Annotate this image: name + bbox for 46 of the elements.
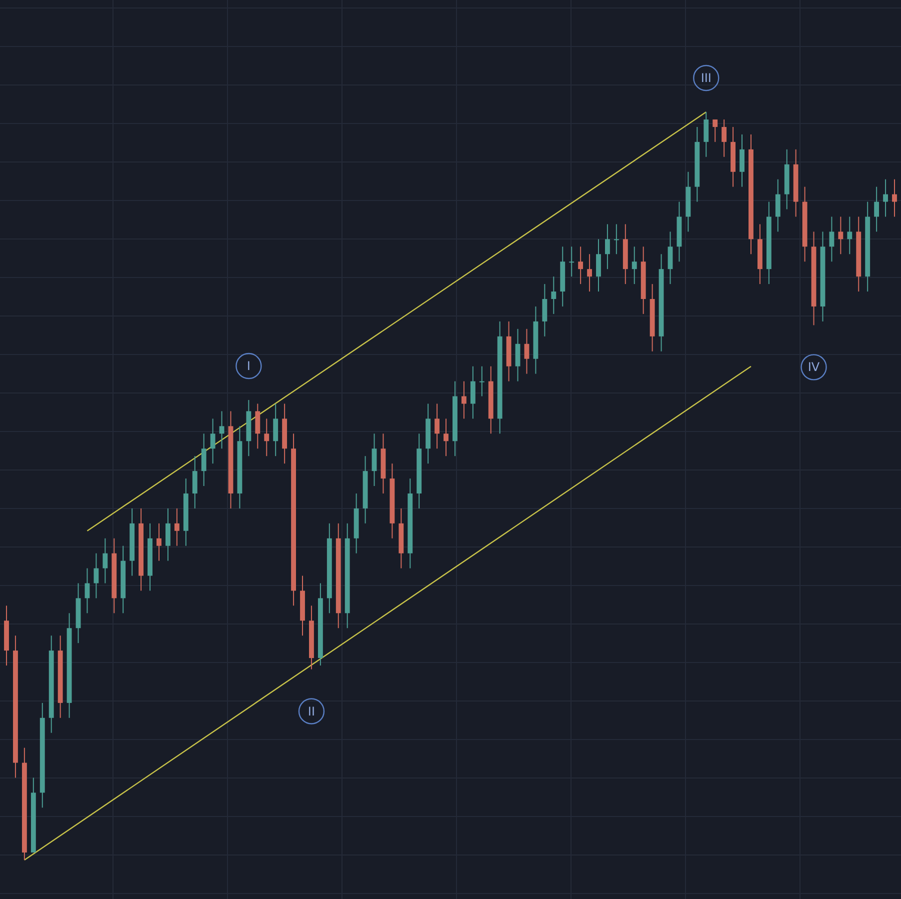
candlestick xyxy=(219,410,224,450)
candlestick xyxy=(273,403,278,457)
candlestick xyxy=(668,231,673,285)
candlestick xyxy=(479,366,484,397)
candlestick xyxy=(551,276,556,314)
candlestick xyxy=(829,216,834,262)
candlestick xyxy=(596,238,601,292)
candlestick xyxy=(605,224,610,270)
candlestick xyxy=(84,568,90,614)
candlestick xyxy=(210,418,216,464)
annotation: IV xyxy=(808,360,820,374)
candlestick xyxy=(704,112,709,158)
candlestick xyxy=(434,403,440,450)
candlestick xyxy=(174,508,180,546)
annotation: II xyxy=(308,704,316,718)
candlestick xyxy=(165,508,170,562)
candlestick xyxy=(515,328,520,382)
candlestick xyxy=(201,433,206,486)
candlestick xyxy=(892,178,897,218)
candlestick xyxy=(712,118,718,142)
candlestick xyxy=(722,118,727,158)
candlestick xyxy=(775,178,780,232)
candlestick xyxy=(444,418,448,457)
candlestick xyxy=(372,433,377,486)
candlestick xyxy=(156,522,162,562)
candlestick xyxy=(614,224,619,255)
candlestick xyxy=(192,456,198,509)
candlestick xyxy=(587,254,592,292)
annotation: III xyxy=(700,71,712,85)
candlestick xyxy=(470,366,476,420)
candlestick xyxy=(632,246,637,285)
candlestick xyxy=(740,134,744,188)
candlestick xyxy=(264,418,270,457)
candlestick xyxy=(461,380,466,420)
candlestick xyxy=(874,186,880,232)
candlestick xyxy=(847,216,852,255)
candlestick xyxy=(569,246,574,278)
candlestick xyxy=(542,284,548,337)
candlestick xyxy=(838,216,844,255)
candlestick xyxy=(578,246,584,285)
candlestick xyxy=(255,403,260,450)
candlestick xyxy=(524,328,530,374)
annotation: I xyxy=(246,358,250,373)
candlestick xyxy=(94,552,99,599)
candlestick xyxy=(102,538,108,584)
candlestick xyxy=(883,178,888,218)
